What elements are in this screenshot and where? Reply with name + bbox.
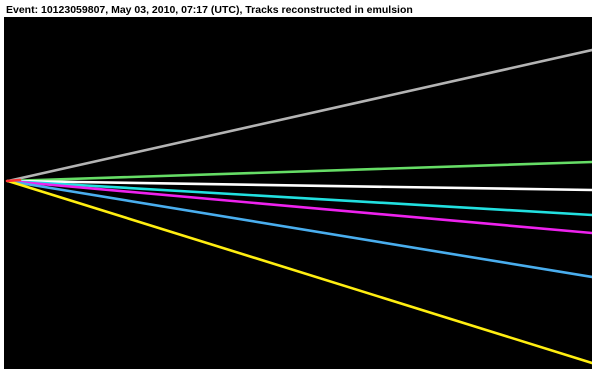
track-green: [6, 160, 592, 183]
track-gray: [6, 48, 592, 183]
track-yellow: [6, 179, 592, 365]
track-white: [6, 179, 592, 192]
event-caption: Event: 10123059807, May 03, 2010, 07:17 …: [4, 4, 416, 17]
tracks-svg: [5, 48, 592, 365]
track-cyan: [6, 179, 592, 217]
track-red: [5, 178, 22, 183]
track-blue: [6, 179, 592, 279]
track-magenta: [6, 179, 592, 235]
track-canvas: [4, 17, 592, 369]
